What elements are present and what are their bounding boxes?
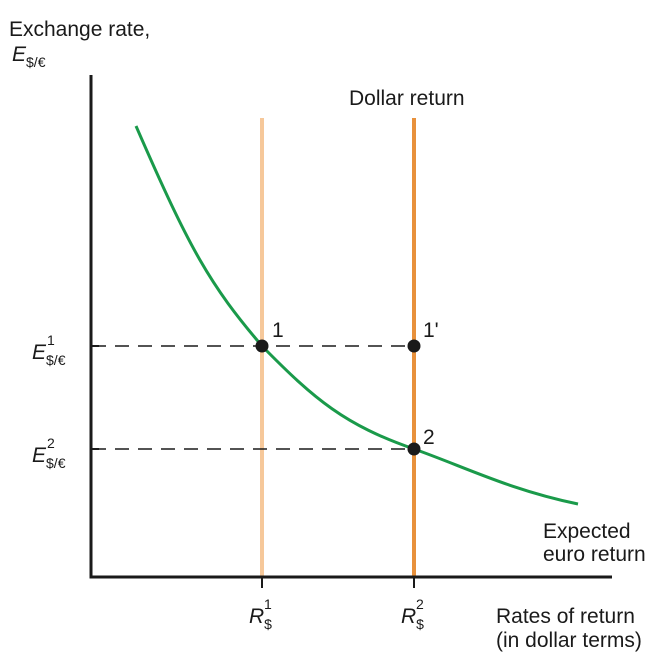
- x-tick-label-r1: R 1 $: [249, 596, 272, 632]
- curve-label-line1: Expected: [543, 520, 631, 543]
- point-2-label: 2: [423, 426, 435, 449]
- point-1-label: 1: [272, 319, 284, 342]
- y-tick-label-e1: E 1 $/€: [32, 332, 66, 368]
- y-axis-title: Exchange rate,: [9, 18, 151, 41]
- x-tick-label-r2: R 2 $: [401, 596, 424, 632]
- curve-label-line2: euro return: [543, 543, 646, 566]
- dollar-return-label: Dollar return: [349, 87, 465, 110]
- x-axis-title-line1: Rates of return: [496, 605, 635, 628]
- y-axis-symbol: E$/€: [12, 43, 46, 70]
- y-tick-label-e2: E 2 $/€: [32, 435, 66, 471]
- x-axis-title-line2: (in dollar terms): [496, 629, 642, 652]
- point-1-prime-label: 1': [423, 319, 439, 342]
- point-2: [407, 442, 421, 456]
- point-1-prime: [407, 339, 421, 353]
- point-1: [255, 339, 269, 353]
- expected-euro-return-curve: [134, 125, 579, 506]
